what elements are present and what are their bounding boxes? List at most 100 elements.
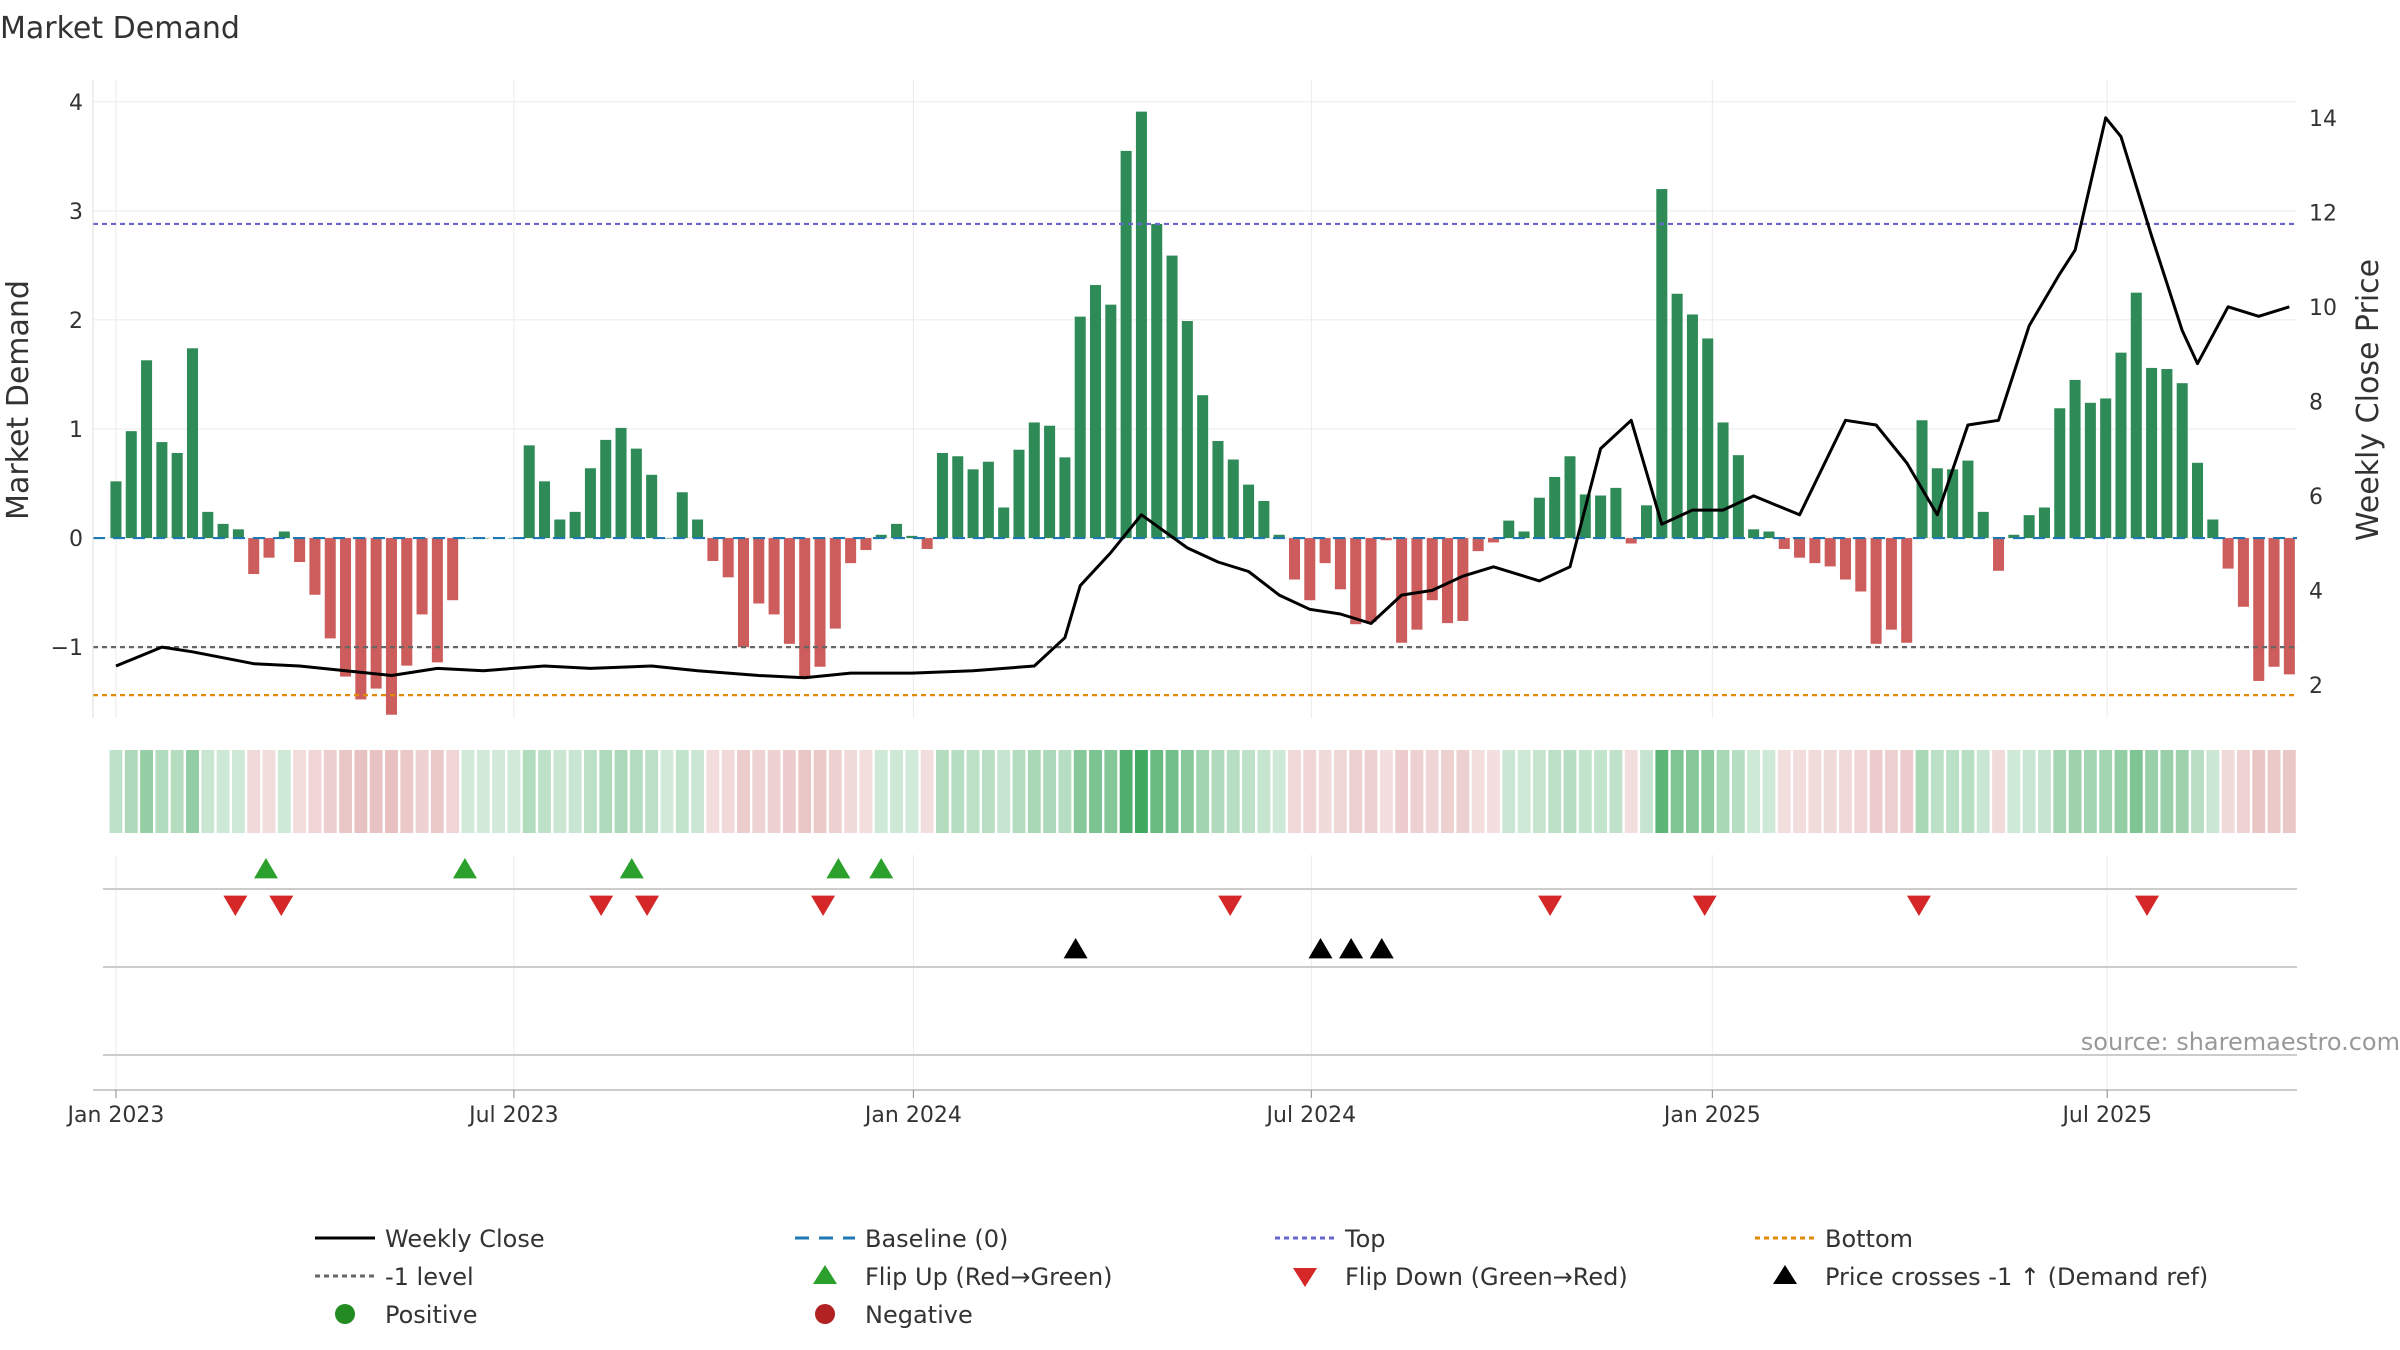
bar-36 [661,538,673,539]
bar-57 [982,461,994,539]
bar-73 [1227,459,1239,539]
bar-50 [875,534,887,539]
bar-132 [2130,292,2142,539]
y2-ticks: 2 4 6 8 10 12 14 [2309,107,2337,699]
bar-88 [1457,538,1469,621]
heat-cell-85 [1410,750,1424,833]
heat-cell-129 [2083,750,2097,833]
legend-item-1: Baseline (0) [795,1225,1008,1253]
bar-54 [936,452,948,539]
legend-label: Price crosses -1 ↑ (Demand ref) [1825,1263,2208,1291]
heat-cell-8 [231,750,245,833]
bar-17 [370,538,382,689]
bar-59 [1013,449,1025,539]
bar-95 [1564,456,1576,539]
flip-down-marker-5 [1218,895,1243,916]
bar-29 [554,519,566,539]
heat-cell-31 [584,750,597,833]
y-ticks: −1 0 1 2 3 4 [51,91,83,661]
bar-127 [2054,408,2066,539]
bar-8 [232,529,244,539]
bar-141 [2268,538,2280,667]
heat-cell-113 [1839,750,1852,833]
bar-126 [2038,507,2050,539]
bar-6 [202,511,214,539]
bar-27 [523,445,535,539]
heat-cell-46 [813,750,827,833]
price-cross-marker-2 [1339,938,1364,959]
heat-cell-134 [2160,750,2174,833]
weekly-close-line [115,116,2290,680]
heat-cell-2 [140,750,153,833]
bar-53 [921,538,933,549]
heat-cell-21 [430,750,444,833]
heat-cell-49 [859,750,873,833]
bar-58 [998,507,1010,539]
heat-cell-44 [782,750,796,833]
bar-68 [1151,223,1163,539]
heat-cell-80 [1333,750,1347,833]
heat-cell-135 [2175,750,2189,833]
heat-cell-37 [675,750,689,833]
legend-swatch [813,1265,837,1284]
flip-down-marker-8 [1906,895,1931,916]
flip-down-marker-6 [1538,895,1563,916]
legend-item-2: Top [1275,1225,1386,1253]
heat-cell-55 [951,750,965,833]
bar-15 [340,538,352,677]
heat-cell-58 [997,750,1011,833]
bar-109 [1778,538,1790,549]
heat-cell-43 [767,750,781,833]
y2-tick-label-3: 8 [2309,390,2323,415]
heat-cell-52 [905,750,919,833]
bar-35 [646,474,658,539]
heat-cell-119 [1930,750,1944,833]
reference-lines [92,80,2297,718]
heat-cell-104 [1701,750,1715,833]
heat-cell-131 [2114,750,2128,833]
bar-96 [1579,494,1591,539]
heat-cell-0 [109,750,123,833]
bar-28 [539,481,551,539]
bar-107 [1748,529,1760,539]
source-note: source: sharemaestro.com [2081,1028,2400,1056]
heat-cell-99 [1624,750,1638,833]
bar-2 [141,360,153,539]
heat-cell-40 [721,750,735,833]
heat-cell-56 [966,750,980,833]
heat-cell-100 [1640,750,1653,833]
heat-cell-47 [828,750,842,833]
heat-cell-118 [1915,750,1929,833]
heat-cell-68 [1150,750,1164,833]
heat-cell-87 [1441,750,1454,833]
heat-cell-115 [1869,750,1883,833]
heat-cell-86 [1425,750,1439,833]
heat-cell-12 [293,750,307,833]
x-tick-label-0: Jan 2023 [66,1103,165,1128]
bar-118 [1916,420,1928,539]
bar-14 [324,538,336,639]
bar-87 [1442,538,1454,624]
heat-cell-126 [2038,750,2051,833]
heat-cell-97 [1594,750,1608,833]
bar-66 [1120,150,1132,539]
y2-axis-title: Weekly Close Price [2351,259,2386,541]
bar-21 [431,538,443,663]
heat-cell-76 [1272,750,1286,833]
heat-cell-42 [752,750,766,833]
bar-12 [294,538,306,563]
bar-138 [2222,538,2234,569]
y-tick-label-0: −1 [51,636,83,661]
bar-110 [1794,538,1806,558]
bar-43 [768,538,780,615]
heat-cell-5 [186,750,199,833]
bar-18 [385,538,397,715]
bar-60 [1028,422,1040,539]
price-series [115,116,2290,680]
legend-label: Flip Down (Green→Red) [1345,1263,1628,1291]
heat-cell-92 [1517,750,1531,833]
x-tick-label-3: Jul 2024 [1265,1103,1357,1128]
flip-up-marker-4 [869,858,894,879]
heat-cell-67 [1135,750,1148,833]
